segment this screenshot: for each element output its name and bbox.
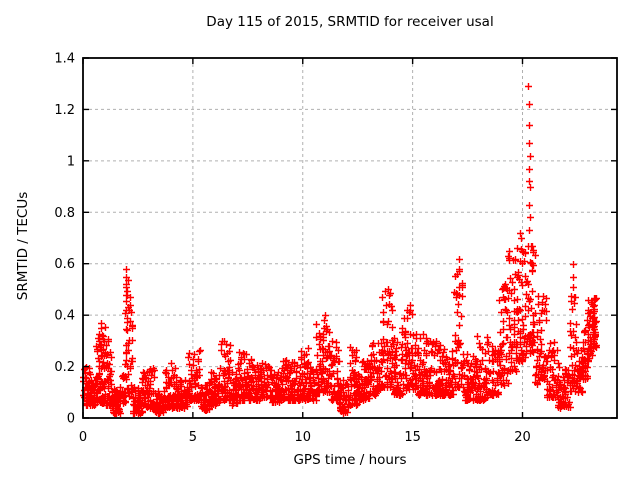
y-tick-label: 0.4	[54, 309, 75, 324]
x-tick-label: 20	[514, 430, 531, 445]
x-tick-label: 10	[294, 430, 311, 445]
x-axis-label: GPS time / hours	[293, 452, 407, 468]
axis-tick-marks	[82, 57, 617, 419]
chart-title: Day 115 of 2015, SRMTID for receiver usa…	[206, 14, 494, 30]
x-tick-label: 15	[404, 430, 421, 445]
y-tick-label: 0	[67, 412, 75, 427]
y-tick-label: 0.8	[54, 206, 75, 221]
y-tick-label: 1.2	[54, 103, 75, 118]
scatter-points	[80, 83, 600, 417]
x-tick-label: 5	[189, 430, 197, 445]
y-tick-label: 1	[67, 154, 75, 169]
y-tick-label: 0.2	[54, 360, 75, 375]
y-tick-label: 0.6	[54, 257, 75, 272]
plot-border	[82, 57, 618, 419]
y-tick-label: 1.4	[54, 52, 75, 67]
x-tick-label: 0	[79, 430, 87, 445]
